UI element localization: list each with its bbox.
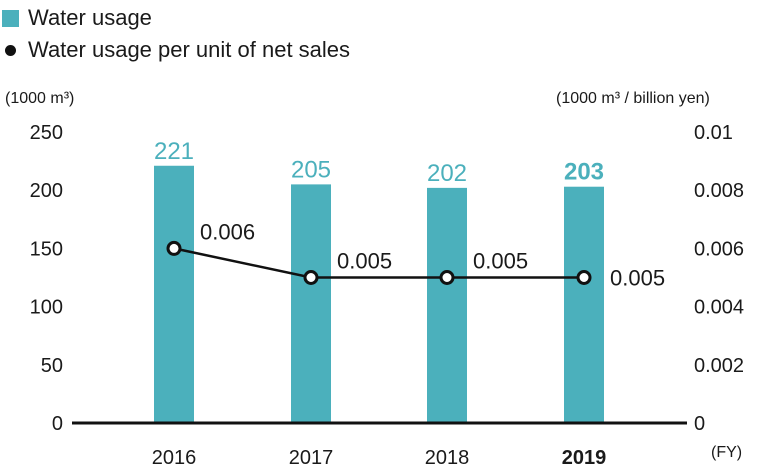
line-point-2017 bbox=[303, 270, 319, 285]
x-tick-label-2016: 2016 bbox=[152, 447, 197, 469]
x-tick-label-2017: 2017 bbox=[289, 447, 334, 469]
bar-2019 bbox=[564, 186, 604, 423]
right-tick-label-0.002: 0.002 bbox=[694, 355, 744, 377]
bar-value-label-2019: 203 bbox=[564, 159, 604, 186]
right-axis-unit-label: (1000 m³ / billion yen) bbox=[556, 90, 710, 107]
bar-value-label-2018: 202 bbox=[427, 160, 467, 187]
chart-legend: Water usage Water usage per unit of net … bbox=[2, 2, 350, 66]
legend-item-water-usage-per-sales: Water usage per unit of net sales bbox=[2, 34, 350, 66]
left-tick-label-50: 50 bbox=[41, 355, 63, 377]
line-value-label-2018: 0.005 bbox=[473, 249, 528, 274]
left-tick-label-100: 100 bbox=[30, 297, 63, 319]
legend-item-water-usage: Water usage bbox=[2, 2, 350, 34]
legend-label-water-usage: Water usage bbox=[28, 5, 152, 30]
right-tick-label-0.004: 0.004 bbox=[694, 297, 744, 319]
legend-dot-swatch bbox=[5, 44, 16, 56]
bar-value-label-2017: 205 bbox=[291, 156, 331, 183]
right-tick-label-0.006: 0.006 bbox=[694, 238, 744, 260]
line-point-2016 bbox=[166, 240, 182, 256]
right-tick-label-0.008: 0.008 bbox=[694, 180, 744, 202]
legend-label-water-usage-per-sales: Water usage per unit of net sales bbox=[28, 37, 351, 62]
left-tick-label-250: 250 bbox=[30, 122, 63, 144]
bar-2017 bbox=[291, 184, 331, 423]
line-point-2019 bbox=[576, 270, 592, 285]
right-tick-label-0: 0 bbox=[694, 413, 705, 435]
left-axis-unit-label: (1000 m³) bbox=[5, 90, 74, 107]
line-value-label-2016: 0.006 bbox=[200, 219, 255, 244]
x-axis-unit-label: (FY) bbox=[711, 444, 742, 461]
line-value-label-2017: 0.005 bbox=[337, 249, 392, 274]
line-value-label-2019: 0.005 bbox=[610, 266, 665, 291]
bar-value-label-2016: 221 bbox=[154, 138, 194, 165]
legend-bar-swatch bbox=[2, 9, 19, 27]
right-tick-label-0.01: 0.01 bbox=[694, 122, 733, 144]
x-tick-label-2019: 2019 bbox=[562, 447, 607, 469]
left-tick-label-200: 200 bbox=[30, 180, 63, 202]
bar-2016 bbox=[154, 165, 194, 424]
bar-2018 bbox=[427, 187, 467, 423]
line-point-2018 bbox=[439, 270, 455, 285]
x-tick-label-2018: 2018 bbox=[425, 447, 470, 469]
line-per-sales bbox=[173, 247, 584, 279]
left-tick-label-150: 150 bbox=[30, 238, 63, 260]
left-tick-label-0: 0 bbox=[52, 413, 63, 435]
